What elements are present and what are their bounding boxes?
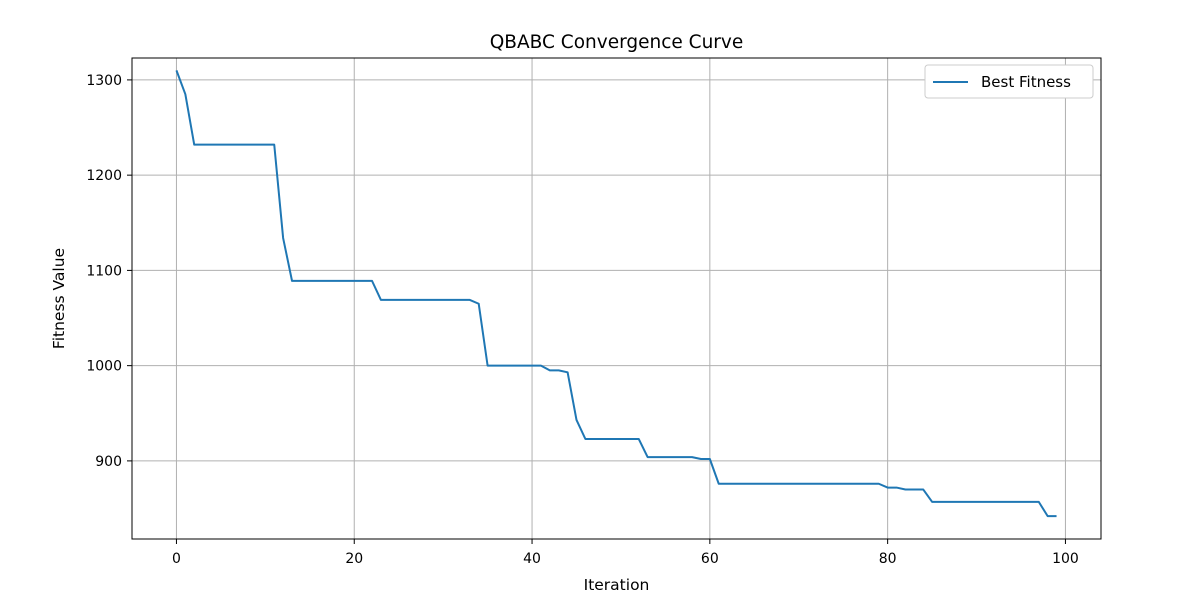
x-tick-label: 100 (1052, 551, 1079, 567)
y-tick-label: 1300 (86, 73, 122, 89)
y-tick-label: 1200 (86, 168, 122, 184)
series-line-best-fitness (175, 70, 1057, 518)
chart-title: QBABC Convergence Curve (490, 32, 744, 53)
y-tick-label: 1100 (86, 263, 122, 279)
x-tick-label: 40 (523, 551, 541, 567)
y-tick-label: 900 (95, 454, 122, 470)
legend-box (924, 64, 1094, 99)
x-tick-label: 0 (172, 551, 181, 567)
x-tick-label: 60 (701, 551, 719, 567)
legend-label-best-fitness: Best Fitness (981, 73, 1071, 91)
y-tick-label: 1000 (86, 359, 122, 375)
axis-ticks: 0 20 40 60 80 100 900 1000 1100 1200 1300 (86, 73, 1078, 567)
x-tick-label: 20 (345, 551, 363, 567)
legend: Best Fitness (924, 64, 1094, 99)
plot-area-frame (131, 57, 1102, 540)
x-tick-label: 80 (879, 551, 897, 567)
y-axis-label: Fitness Value (50, 248, 68, 349)
series-layer (175, 70, 1057, 518)
x-axis-label: Iteration (584, 576, 650, 594)
